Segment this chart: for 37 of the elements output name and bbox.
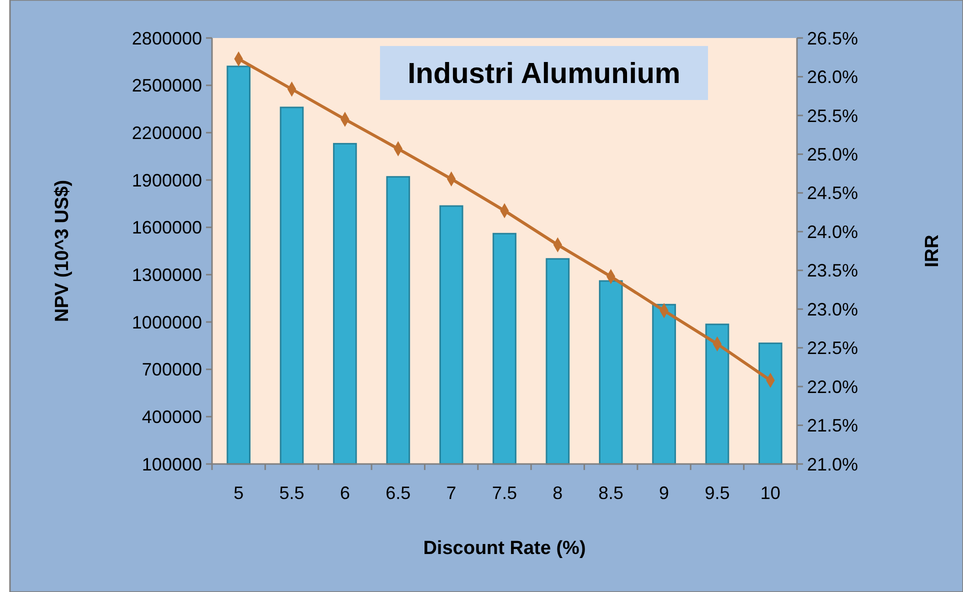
y2-tick-label: 26.5% bbox=[807, 28, 858, 48]
x-tick-label: 10 bbox=[760, 483, 780, 503]
y2-tick-label: 26.0% bbox=[807, 67, 858, 88]
y-tick-label: 400000 bbox=[142, 406, 202, 427]
y-tick-label: 1000000 bbox=[132, 312, 202, 332]
y-tick-label: 2200000 bbox=[132, 122, 202, 143]
y-tick-label: 2800000 bbox=[132, 28, 202, 48]
y2-tick-label: 22.0% bbox=[807, 376, 858, 397]
y-tick-label: 1600000 bbox=[132, 218, 202, 238]
y2-tick-label: 25.0% bbox=[807, 144, 858, 164]
x-tick-label: 5 bbox=[234, 483, 244, 503]
x-tick-label: 9 bbox=[659, 483, 670, 503]
x-tick-label: 8 bbox=[552, 483, 563, 503]
y2-tick-label: 21.0% bbox=[807, 454, 858, 474]
y2-axis-title: IRR bbox=[922, 234, 943, 268]
y2-tick-label: 23.0% bbox=[807, 299, 858, 320]
x-tick-label: 5.5 bbox=[279, 483, 304, 503]
y2-tick-label: 25.5% bbox=[807, 106, 858, 126]
x-tick-label: 6 bbox=[340, 483, 350, 503]
y2-tick-label: 21.5% bbox=[807, 416, 858, 436]
x-tick-label: 6.5 bbox=[386, 483, 411, 503]
y2-tick-label: 24.0% bbox=[807, 222, 858, 242]
y-tick-label: 2500000 bbox=[132, 76, 202, 96]
x-tick-label: 7 bbox=[446, 483, 456, 503]
y2-tick-label: 22.5% bbox=[807, 338, 858, 358]
y-axis-title: NPV (10^3 US$) bbox=[52, 180, 73, 322]
y-tick-label: 1900000 bbox=[132, 170, 202, 190]
y-tick-label: 1300000 bbox=[132, 264, 202, 285]
x-axis-title: Discount Rate (%) bbox=[423, 538, 586, 559]
x-tick-label: 7.5 bbox=[492, 483, 518, 503]
x-tick-label: 9.5 bbox=[704, 483, 730, 503]
y2-tick-label: 23.5% bbox=[807, 260, 858, 281]
y-tick-label: 700000 bbox=[142, 360, 202, 380]
y-tick-label: 100000 bbox=[142, 454, 202, 474]
y2-tick-label: 24.5% bbox=[807, 183, 858, 204]
text: Industri Alumunium bbox=[408, 58, 680, 90]
x-tick-label: 8.5 bbox=[598, 483, 624, 503]
